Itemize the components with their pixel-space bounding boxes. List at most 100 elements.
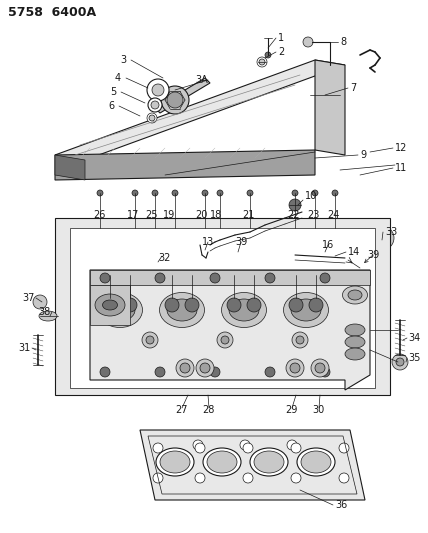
- Circle shape: [312, 190, 318, 196]
- Circle shape: [392, 354, 408, 370]
- Polygon shape: [140, 430, 365, 500]
- Ellipse shape: [254, 451, 284, 473]
- Text: 32: 32: [158, 253, 170, 263]
- Circle shape: [311, 359, 329, 377]
- Circle shape: [152, 190, 158, 196]
- Text: 11: 11: [395, 163, 407, 173]
- Text: 6: 6: [108, 101, 114, 111]
- Circle shape: [200, 363, 210, 373]
- Polygon shape: [70, 228, 375, 388]
- Circle shape: [259, 59, 265, 65]
- Text: 2: 2: [278, 47, 284, 57]
- Text: 22: 22: [287, 210, 300, 220]
- Circle shape: [289, 199, 301, 211]
- Circle shape: [155, 273, 165, 283]
- Circle shape: [153, 473, 163, 483]
- Circle shape: [142, 332, 158, 348]
- Text: 33: 33: [385, 227, 397, 237]
- Text: 25: 25: [145, 210, 158, 220]
- Circle shape: [309, 298, 323, 312]
- Circle shape: [315, 363, 325, 373]
- Ellipse shape: [250, 448, 288, 476]
- Ellipse shape: [345, 324, 365, 336]
- Circle shape: [291, 473, 301, 483]
- Circle shape: [265, 273, 275, 283]
- Circle shape: [290, 363, 300, 373]
- Ellipse shape: [345, 348, 365, 360]
- Ellipse shape: [160, 293, 205, 327]
- Ellipse shape: [39, 311, 57, 321]
- Circle shape: [292, 332, 308, 348]
- Polygon shape: [90, 285, 130, 325]
- Circle shape: [123, 298, 137, 312]
- Circle shape: [152, 84, 164, 96]
- Ellipse shape: [156, 448, 194, 476]
- Text: 4: 4: [115, 73, 121, 83]
- Text: 23: 23: [307, 210, 319, 220]
- Circle shape: [202, 190, 208, 196]
- Circle shape: [165, 298, 179, 312]
- Circle shape: [143, 251, 167, 275]
- Circle shape: [33, 295, 47, 309]
- Text: 14: 14: [348, 247, 360, 257]
- Circle shape: [231, 251, 239, 259]
- Ellipse shape: [297, 448, 335, 476]
- Ellipse shape: [207, 451, 237, 473]
- Ellipse shape: [105, 299, 135, 321]
- Circle shape: [217, 332, 233, 348]
- Circle shape: [265, 367, 275, 377]
- Circle shape: [217, 190, 223, 196]
- Circle shape: [339, 473, 349, 483]
- Text: 17: 17: [127, 210, 140, 220]
- Ellipse shape: [222, 293, 267, 327]
- Circle shape: [195, 443, 205, 453]
- Ellipse shape: [95, 294, 125, 316]
- Text: 28: 28: [202, 405, 214, 415]
- Text: 29: 29: [285, 405, 297, 415]
- Circle shape: [370, 226, 394, 250]
- Circle shape: [265, 52, 271, 58]
- Text: 35: 35: [408, 353, 420, 363]
- Circle shape: [289, 298, 303, 312]
- Circle shape: [396, 358, 404, 366]
- Circle shape: [180, 363, 190, 373]
- Ellipse shape: [345, 336, 365, 348]
- Text: 19: 19: [163, 210, 175, 220]
- Circle shape: [185, 298, 199, 312]
- Text: 39: 39: [235, 237, 247, 247]
- Text: 7: 7: [350, 83, 356, 93]
- Circle shape: [196, 359, 214, 377]
- Ellipse shape: [167, 299, 197, 321]
- Ellipse shape: [229, 299, 259, 321]
- Text: 31: 31: [18, 343, 30, 353]
- Circle shape: [221, 336, 229, 344]
- Text: 36: 36: [335, 500, 347, 510]
- Circle shape: [227, 298, 241, 312]
- Ellipse shape: [203, 448, 241, 476]
- Ellipse shape: [160, 451, 190, 473]
- Circle shape: [339, 443, 349, 453]
- Text: 34: 34: [408, 333, 420, 343]
- Polygon shape: [55, 155, 85, 180]
- Text: 3A: 3A: [195, 75, 208, 85]
- Circle shape: [167, 92, 183, 108]
- Circle shape: [151, 101, 159, 109]
- Polygon shape: [55, 218, 390, 395]
- Text: 18: 18: [210, 210, 222, 220]
- Circle shape: [100, 367, 110, 377]
- Circle shape: [153, 443, 163, 453]
- Ellipse shape: [348, 290, 362, 300]
- Circle shape: [132, 190, 138, 196]
- Circle shape: [193, 440, 203, 450]
- Ellipse shape: [301, 451, 331, 473]
- Circle shape: [291, 443, 301, 453]
- Text: 38: 38: [38, 307, 50, 317]
- Circle shape: [320, 273, 330, 283]
- Ellipse shape: [102, 300, 118, 310]
- Circle shape: [155, 367, 165, 377]
- Circle shape: [161, 86, 189, 114]
- Text: 3: 3: [120, 55, 126, 65]
- Text: 20: 20: [195, 210, 208, 220]
- Circle shape: [210, 367, 220, 377]
- Polygon shape: [155, 78, 210, 113]
